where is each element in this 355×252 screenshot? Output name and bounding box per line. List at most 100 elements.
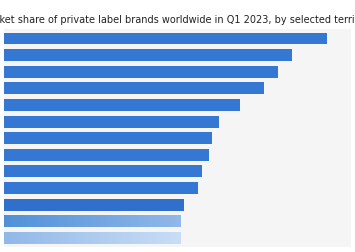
Bar (94, 199, 96, 211)
Bar (112, 232, 114, 244)
Bar (25, 232, 27, 244)
Bar (14, 215, 16, 227)
Bar (130, 199, 132, 211)
Bar (83, 232, 85, 244)
Bar (64, 215, 66, 227)
Bar (43, 215, 44, 227)
Bar (39, 232, 41, 244)
Bar (108, 215, 110, 227)
Bar (138, 232, 140, 244)
Bar (36, 215, 37, 227)
Bar (125, 199, 127, 211)
Bar (166, 199, 168, 211)
Bar (22, 199, 23, 211)
Bar (20, 199, 22, 211)
Bar (54, 199, 56, 211)
Bar (57, 232, 59, 244)
Bar (133, 215, 135, 227)
Bar (34, 215, 36, 227)
Bar (58, 199, 60, 211)
Bar (27, 215, 28, 227)
Bar (172, 199, 174, 211)
Bar (7, 232, 9, 244)
Bar (137, 199, 139, 211)
Bar (135, 232, 137, 244)
Bar (138, 215, 140, 227)
Bar (30, 232, 32, 244)
Bar (56, 199, 58, 211)
Bar (114, 232, 115, 244)
Bar (25, 215, 27, 227)
Bar (41, 215, 43, 227)
Bar (25, 199, 27, 211)
Bar (121, 232, 122, 244)
Bar (80, 199, 81, 211)
Bar (32, 215, 34, 227)
Bar (137, 215, 138, 227)
Bar (154, 199, 155, 211)
Bar (16, 215, 18, 227)
Bar (74, 199, 76, 211)
Bar (32, 232, 34, 244)
Bar (4, 232, 5, 244)
Bar (130, 215, 131, 227)
Bar (65, 199, 67, 211)
Bar (98, 215, 99, 227)
Bar (20, 215, 21, 227)
Title: Market share of private label brands worldwide in Q1 2023, by selected territory: Market share of private label brands wor… (0, 15, 355, 25)
Bar (36, 199, 38, 211)
Bar (129, 199, 130, 211)
Bar (144, 215, 146, 227)
Bar (83, 215, 85, 227)
Bar (101, 232, 103, 244)
Bar (136, 199, 137, 211)
Bar (57, 215, 59, 227)
Bar (106, 199, 109, 211)
Bar (37, 215, 39, 227)
Bar (116, 199, 118, 211)
Bar (50, 199, 53, 211)
Bar (151, 232, 153, 244)
Bar (60, 215, 62, 227)
Bar (61, 199, 63, 211)
Bar (162, 215, 163, 227)
Bar (151, 215, 153, 227)
Bar (172, 232, 174, 244)
Bar (89, 232, 91, 244)
Bar (34, 199, 36, 211)
Bar (50, 215, 51, 227)
Bar (105, 199, 106, 211)
Bar (98, 232, 99, 244)
Bar (66, 232, 67, 244)
Bar (99, 215, 101, 227)
Bar (105, 232, 106, 244)
Bar (12, 232, 14, 244)
Bar (119, 199, 121, 211)
Bar (38, 199, 40, 211)
Bar (114, 215, 115, 227)
Bar (80, 232, 82, 244)
Bar (179, 199, 181, 211)
Bar (178, 232, 179, 244)
Bar (167, 232, 169, 244)
Bar (12, 215, 14, 227)
Bar (9, 232, 11, 244)
Bar (165, 232, 167, 244)
Bar (91, 232, 92, 244)
Bar (75, 215, 76, 227)
Bar (94, 215, 96, 227)
Bar (28, 215, 30, 227)
Bar (59, 232, 60, 244)
Bar (27, 199, 29, 211)
Bar (44, 232, 46, 244)
Bar (175, 199, 177, 211)
Bar (4, 100, 240, 111)
Bar (172, 215, 174, 227)
Bar (99, 232, 101, 244)
Bar (42, 199, 43, 211)
Bar (112, 199, 114, 211)
Bar (103, 215, 105, 227)
Bar (49, 199, 50, 211)
Bar (159, 199, 161, 211)
Bar (137, 232, 138, 244)
